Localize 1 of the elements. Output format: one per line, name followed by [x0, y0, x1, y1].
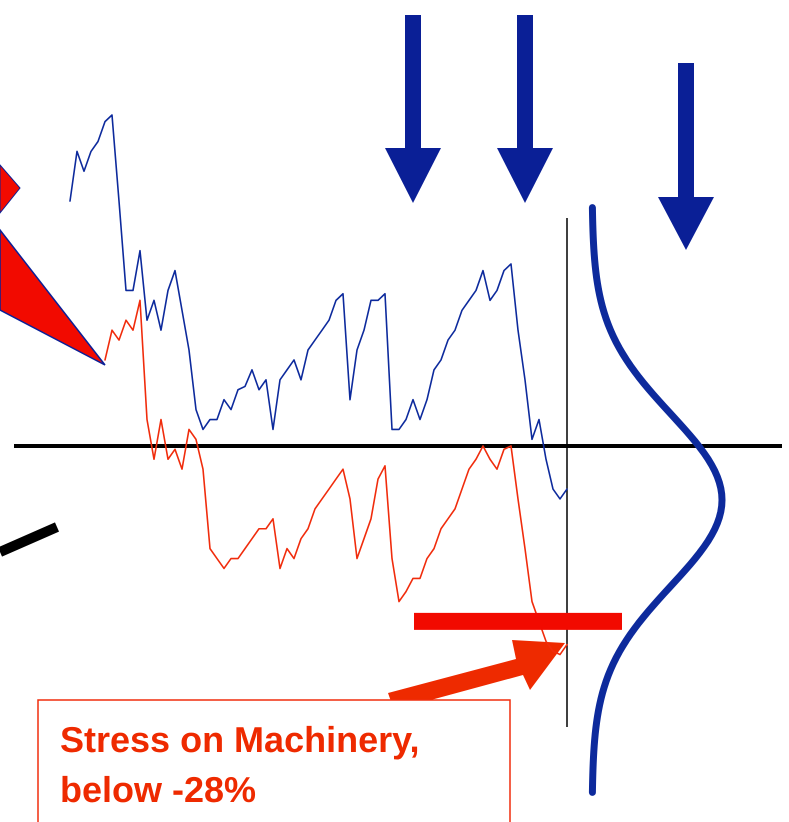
text: Stress on Machinery, below -28%	[60, 719, 420, 810]
